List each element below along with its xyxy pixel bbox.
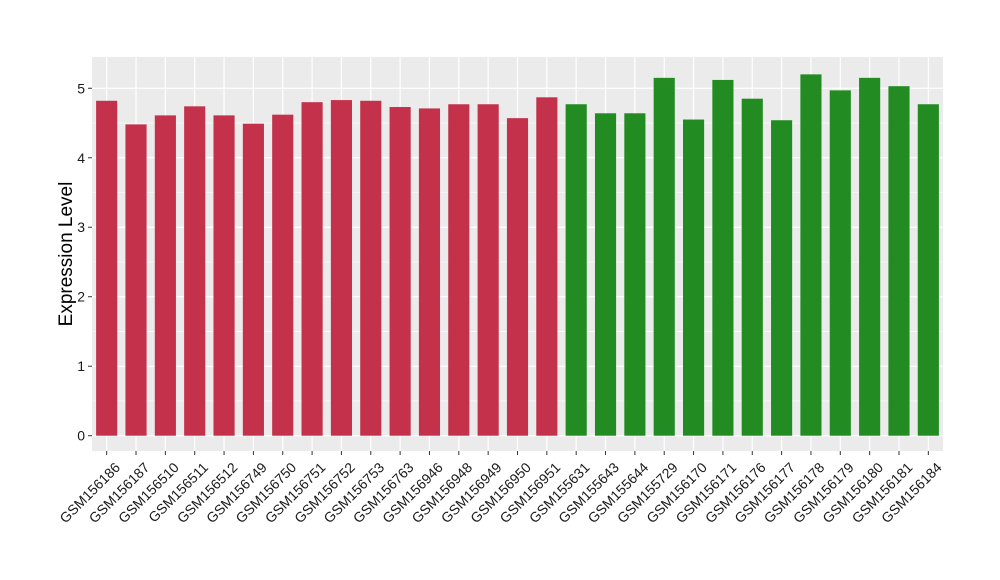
- y-axis: 0 1 2 3 4 5: [77, 80, 92, 444]
- bar-GSM156763: [389, 107, 411, 436]
- bar-GSM156180: [859, 77, 881, 436]
- bar-GSM156946: [418, 108, 441, 436]
- bar-GSM156753: [360, 100, 382, 436]
- bar-GSM156511: [184, 106, 206, 436]
- bar-GSM156951: [536, 97, 558, 436]
- bar-GSM156176: [741, 98, 763, 436]
- bar-GSM156177: [771, 120, 793, 436]
- bar-GSM156749: [242, 123, 264, 436]
- bar-GSM156184: [917, 104, 939, 436]
- bar-GSM156187: [125, 124, 147, 436]
- bar-GSM156750: [272, 114, 294, 436]
- bar-GSM156512: [213, 115, 235, 436]
- bar-GSM156949: [477, 104, 499, 436]
- bar-GSM155729: [653, 77, 675, 436]
- bar-GSM156181: [888, 86, 910, 436]
- bars: [96, 74, 939, 436]
- y-tick-label: 4: [77, 150, 85, 166]
- bar-GSM156510: [154, 115, 176, 436]
- bar-GSM156186: [96, 100, 118, 436]
- y-tick-label: 5: [77, 80, 85, 96]
- y-tick-label: 3: [77, 219, 85, 235]
- bar-GSM155643: [594, 113, 617, 436]
- bar-GSM156170: [683, 119, 705, 436]
- y-tick-label: 2: [77, 289, 85, 305]
- x-axis: GSM156186GSM156187GSM156510GSM156511GSM1…: [56, 451, 945, 526]
- bar-GSM155644: [624, 113, 646, 436]
- bar-GSM156948: [448, 104, 470, 436]
- bar-GSM155631: [565, 104, 587, 436]
- bar-GSM156171: [712, 79, 734, 436]
- bar-GSM156751: [301, 102, 323, 436]
- bar-GSM156178: [800, 74, 822, 436]
- bar-GSM156752: [330, 100, 352, 436]
- bar-GSM156179: [829, 90, 851, 436]
- bar-GSM156950: [506, 118, 529, 436]
- y-tick-label: 0: [77, 428, 85, 444]
- y-axis-title: Expression Level: [56, 182, 77, 327]
- y-tick-label: 1: [77, 358, 85, 374]
